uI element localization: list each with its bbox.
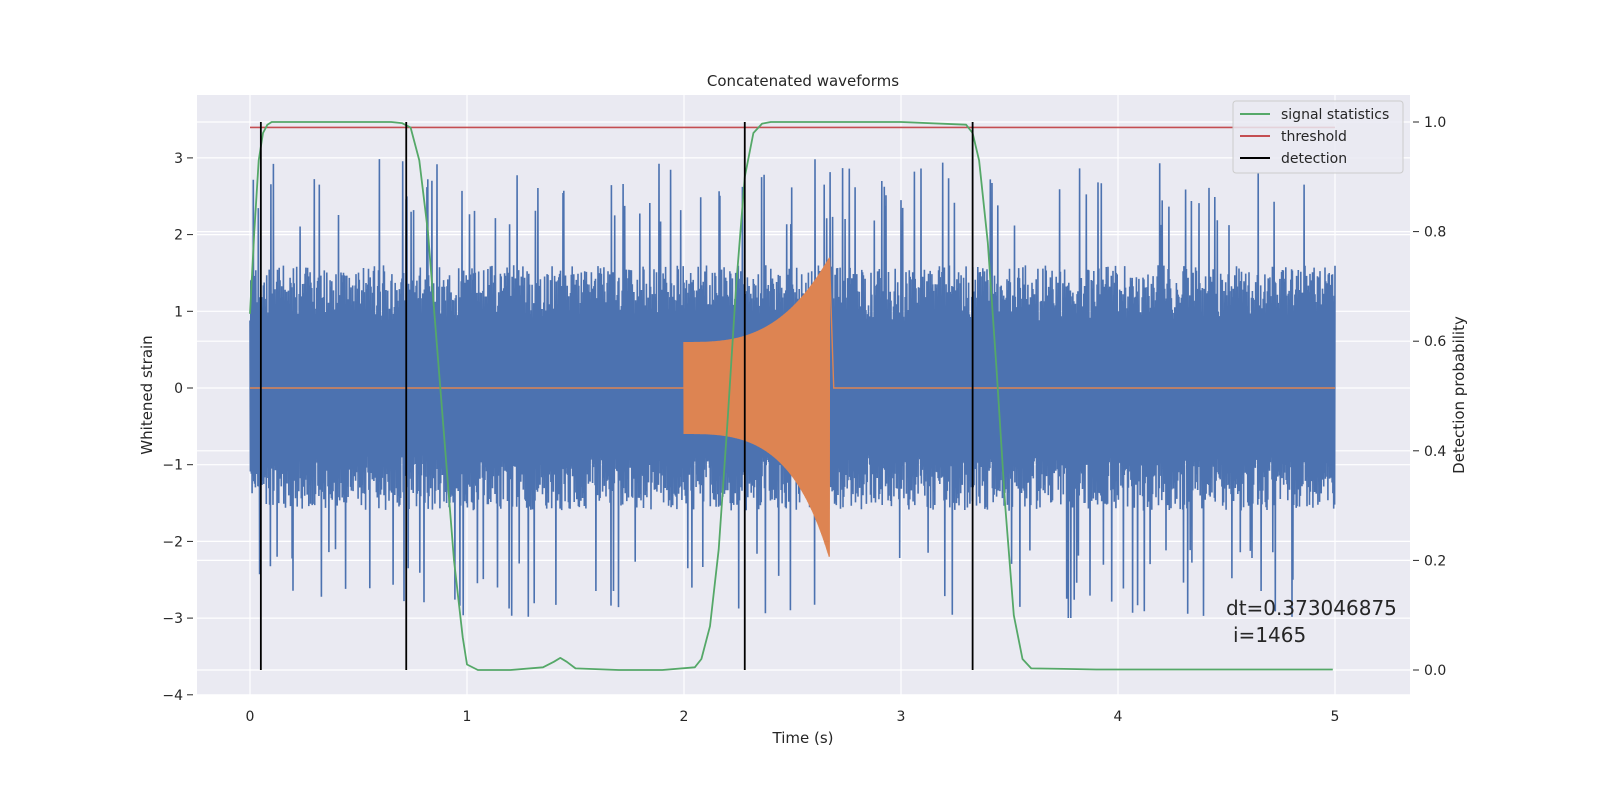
x-tick-label: 2	[680, 709, 689, 725]
x-tick-label: 3	[897, 709, 906, 725]
y-tick-label: −1	[162, 458, 183, 474]
legend-label-threshold: threshold	[1281, 129, 1347, 145]
y-axis-ticks: −4 −3 −2 −1 0 1 2 3	[162, 151, 193, 704]
chart-title: Concatenated waveforms	[707, 72, 899, 90]
x-tick-label: 5	[1331, 709, 1340, 725]
y-tick-label: 2	[174, 228, 183, 244]
y-tick-label: 0	[174, 381, 183, 397]
legend: signal statistics threshold detection	[1232, 100, 1404, 174]
y2-tick-label: 0.0	[1424, 663, 1446, 679]
y-tick-label: −3	[162, 611, 183, 627]
y-tick-label: −2	[162, 534, 183, 550]
x-tick-label: 1	[463, 709, 472, 725]
y2-tick-label: 0.8	[1424, 225, 1446, 241]
series-signal-statistics-line	[249, 121, 1333, 671]
x-tick-label: 0	[246, 709, 255, 725]
legend-label-detection: detection	[1281, 151, 1347, 167]
x-axis-ticks: 0 1 2 3 4 5	[246, 709, 1340, 725]
y2-tick-label: 0.6	[1424, 334, 1446, 350]
y-tick-label: 3	[174, 151, 183, 167]
series-noise-line	[249, 159, 1336, 619]
y2-tick-label: 0.2	[1424, 553, 1446, 569]
legend-box	[1232, 100, 1404, 174]
y-tick-label: 1	[174, 304, 183, 320]
y2-tick-label: 1.0	[1424, 115, 1446, 131]
y-tick-label: −4	[162, 688, 183, 704]
x-axis-label: Time (s)	[772, 729, 834, 747]
y2-axis-ticks: 0.0 0.2 0.4 0.6 0.8 1.0	[1413, 115, 1446, 679]
series-layer	[249, 121, 1336, 671]
legend-label-signal-statistics: signal statistics	[1281, 107, 1389, 123]
annotation-i: i=1465	[1233, 623, 1306, 647]
x-tick-label: 4	[1114, 709, 1123, 725]
y-axis-label: Whitened strain	[138, 335, 156, 454]
y2-tick-label: 0.4	[1424, 444, 1446, 460]
y2-axis-label: Detection probability	[1450, 316, 1468, 474]
annotation-dt: dt=0.373046875	[1226, 596, 1397, 620]
series-chirp-line	[250, 257, 1335, 557]
